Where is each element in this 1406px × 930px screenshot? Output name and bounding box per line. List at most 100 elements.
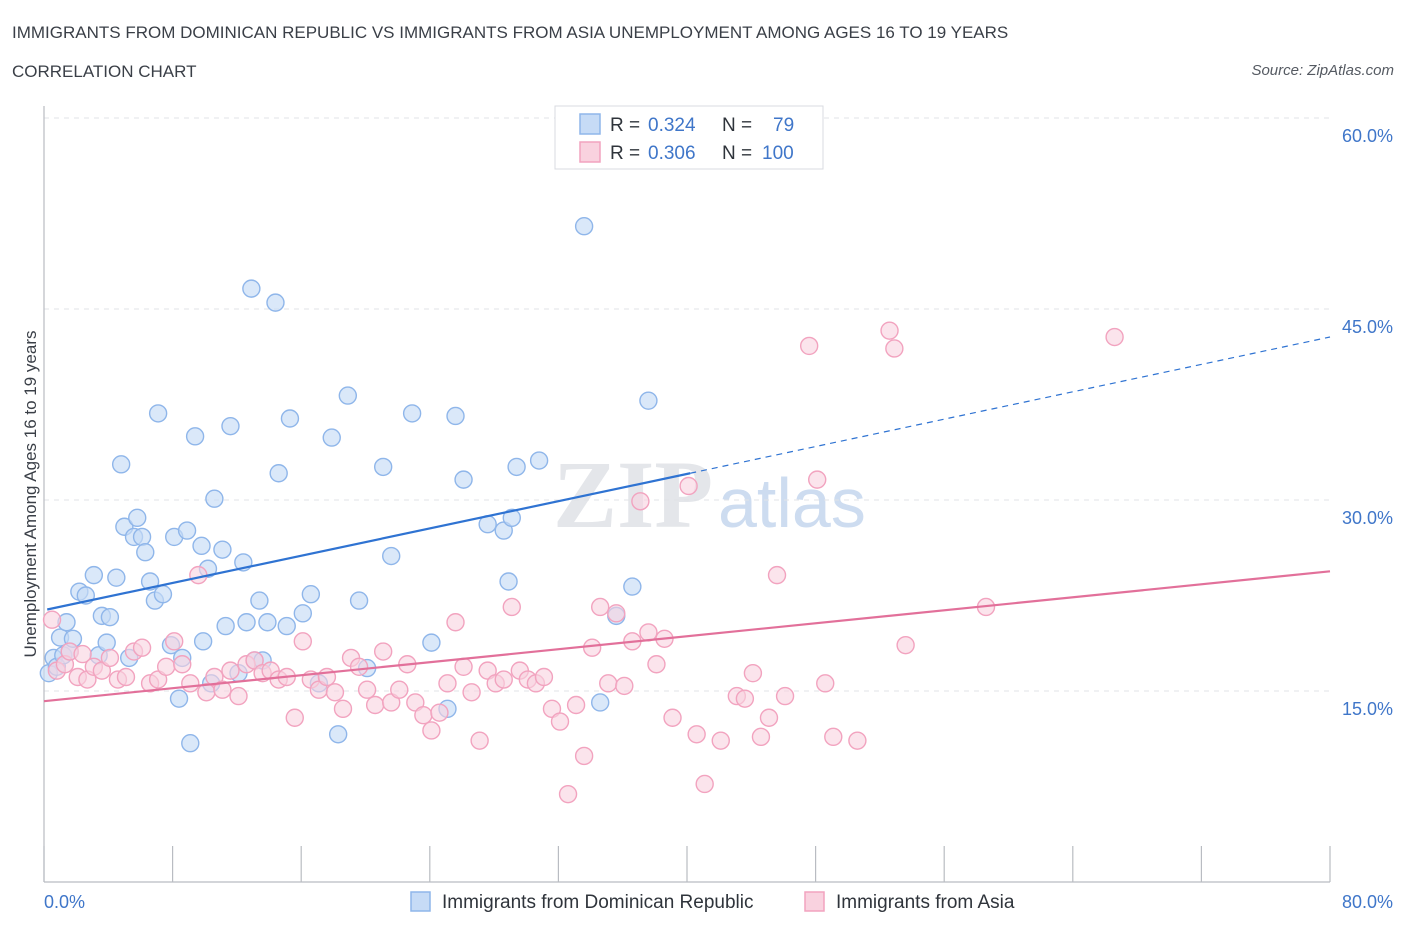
legend-n-label-2: N =	[722, 143, 752, 164]
legend-n-label-1: N =	[722, 115, 752, 136]
data-point-asia	[390, 680, 409, 699]
data-point-dominican	[216, 616, 235, 636]
data-point-dominican	[100, 607, 120, 627]
data-point-asia	[173, 655, 192, 674]
data-point-dominican	[107, 568, 126, 587]
data-point-asia	[229, 686, 248, 706]
data-point-asia	[574, 746, 594, 766]
data-point-dominican	[169, 689, 189, 708]
bottom-legend-label-asia: Immigrants from Asia	[836, 892, 1015, 913]
y-axis-label: Unemployment Among Ages 16 to 19 years	[21, 331, 40, 658]
legend-n-value-1: 79	[773, 115, 794, 136]
data-point-asia	[116, 667, 136, 687]
data-point-dominican	[269, 464, 288, 483]
trend-line-asia	[43, 570, 1331, 703]
data-point-dominican	[153, 585, 173, 604]
data-point-dominican	[84, 565, 104, 585]
data-point-asia	[285, 708, 304, 727]
data-point-asia	[582, 638, 602, 657]
legend-r-value-2: 0.306	[648, 143, 696, 164]
bottom-legend-label-dominican: Immigrants from Dominican Republic	[442, 892, 754, 913]
data-point-dominican	[221, 416, 240, 436]
bottom-legend-swatch-asia	[804, 891, 825, 912]
trend-line-dominican	[46, 472, 691, 611]
y-tick-label: 60.0%	[1342, 126, 1393, 146]
data-point-asia	[679, 476, 698, 496]
data-point-dominican	[338, 386, 358, 405]
x-tick-labels: 0.0% 80.0%	[44, 892, 1393, 912]
data-point-asia	[165, 632, 184, 651]
data-point-asia	[132, 638, 152, 657]
data-point-asia	[414, 705, 433, 725]
stats-legend: R = 0.324 N = 79 R = 0.306 N = 100	[554, 105, 824, 170]
data-point-asia	[615, 676, 634, 696]
legend-r-value-1: 0.324	[648, 115, 696, 136]
data-point-asia	[896, 635, 915, 655]
data-point-asia	[735, 689, 755, 708]
data-point-asia	[333, 699, 353, 719]
data-point-dominican	[136, 543, 155, 562]
data-point-dominican	[192, 536, 211, 556]
axes	[43, 106, 1331, 883]
legend-swatch-dominican	[579, 113, 601, 135]
data-point-dominican	[590, 693, 610, 712]
data-point-asia	[470, 731, 489, 750]
legend-swatch-asia	[579, 141, 601, 163]
data-point-dominican	[193, 632, 213, 651]
data-point-dominican	[422, 633, 441, 652]
data-point-asia	[751, 727, 771, 747]
data-point-dominican	[266, 293, 285, 312]
legend-r-label-1: R =	[610, 115, 640, 136]
data-point-asia	[550, 712, 570, 731]
data-point-asia	[767, 565, 787, 585]
data-point-asia	[808, 470, 827, 489]
data-point-asia	[816, 674, 835, 693]
y-tick-label: 30.0%	[1342, 508, 1393, 528]
data-point-asia	[325, 683, 345, 702]
data-point-asia	[42, 610, 62, 629]
data-point-asia	[759, 708, 779, 727]
data-point-asia	[349, 657, 369, 677]
data-point-asia	[848, 731, 867, 750]
data-point-asia	[373, 642, 393, 661]
data-point-asia	[663, 708, 682, 727]
data-point-asia	[156, 657, 176, 677]
data-point-dominican	[349, 591, 369, 610]
data-point-asia	[599, 674, 618, 693]
data-point-dominican	[185, 427, 205, 446]
data-point-dominican	[373, 457, 393, 477]
data-point-asia	[631, 492, 650, 511]
chart-subtitle: CORRELATION CHART	[12, 62, 197, 81]
data-point-asia	[566, 695, 586, 715]
data-point-dominican	[280, 409, 300, 428]
data-point-asia	[880, 321, 899, 340]
data-point-asia	[100, 648, 120, 668]
y-tick-labels: 15.0% 30.0% 45.0% 60.0%	[1342, 126, 1393, 719]
data-point-dominican	[213, 540, 232, 559]
series-legend: Immigrants from Dominican Republic Immig…	[410, 891, 1015, 913]
trend-line-dominican-extension	[690, 336, 1331, 474]
data-point-dominican	[639, 391, 658, 410]
watermark-atlas: atlas	[718, 464, 866, 542]
data-point-dominican	[181, 734, 200, 753]
data-point-dominican	[446, 406, 465, 426]
bottom-legend-swatch-dominican	[410, 891, 431, 912]
data-point-asia	[454, 657, 473, 677]
x-tick-label-max: 80.0%	[1342, 892, 1393, 912]
data-point-dominican	[507, 457, 526, 477]
data-point-dominican	[502, 508, 521, 528]
data-point-asia	[647, 655, 666, 674]
data-point-dominican	[301, 585, 321, 604]
data-point-asia	[181, 674, 200, 693]
data-point-asia	[558, 784, 578, 804]
data-point-dominican	[328, 725, 348, 744]
data-point-dominican	[293, 604, 313, 623]
data-point-dominican	[177, 521, 197, 540]
data-point-asia	[695, 774, 714, 794]
data-point-asia	[590, 597, 610, 617]
data-point-asia	[73, 644, 92, 664]
data-point-dominican	[322, 428, 341, 447]
data-point-dominican	[454, 470, 473, 489]
data-point-asia	[775, 686, 795, 706]
data-point-asia	[687, 725, 706, 744]
